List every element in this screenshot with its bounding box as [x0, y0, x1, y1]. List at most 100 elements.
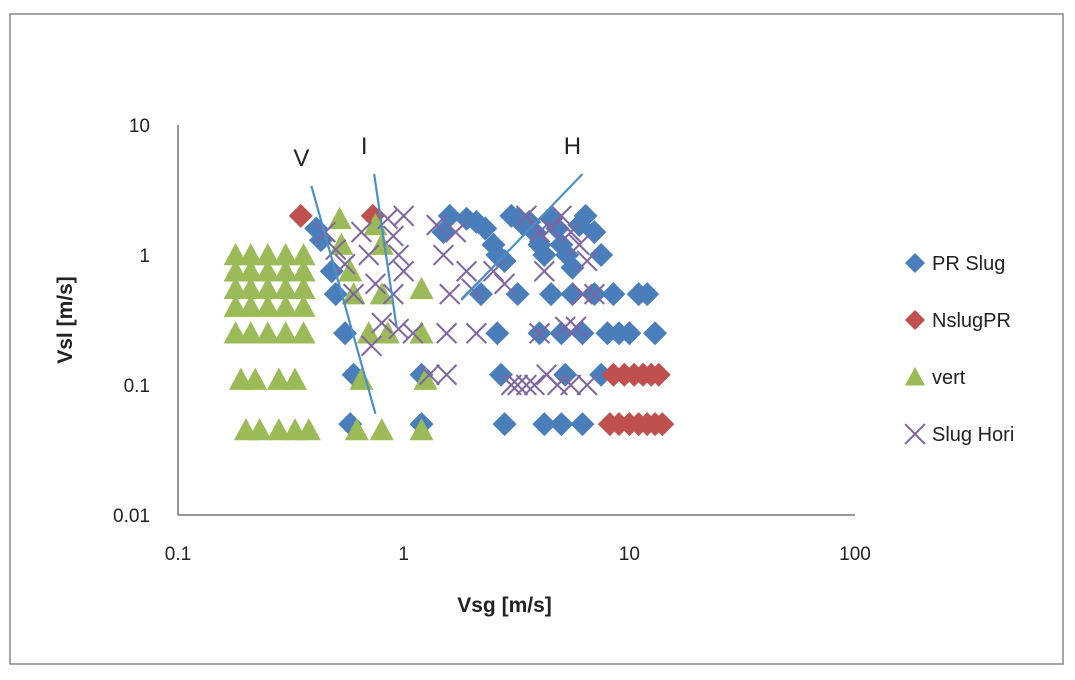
- data-points: [223, 203, 675, 441]
- data-point-slug-hori: [560, 374, 582, 396]
- series-vert: [223, 206, 438, 441]
- data-point-vert: [238, 259, 263, 282]
- data-point-vert: [409, 276, 434, 299]
- legend-marker-vert: [905, 367, 925, 386]
- legend-label: PR Slug: [932, 253, 1005, 275]
- y-tick-label: 10: [129, 116, 150, 137]
- series-pr-slug: [304, 203, 668, 437]
- data-point-slug-hori: [342, 283, 365, 305]
- data-point-pr-slug: [468, 282, 493, 307]
- data-point-slug-hori: [500, 374, 522, 396]
- data-point-slug-hori: [436, 322, 458, 344]
- data-point-vert: [223, 294, 248, 317]
- data-point-slug-hori: [576, 250, 598, 272]
- data-point-slug-hori: [388, 244, 410, 266]
- data-point-pr-slug: [570, 412, 595, 437]
- y-tick-labels: 0.01 0.1 1 10: [113, 116, 150, 527]
- data-point-vert: [291, 243, 316, 266]
- data-point-slug-hori: [334, 253, 356, 275]
- legend-label: NslugPR: [932, 310, 1011, 332]
- data-point-slug-hori: [382, 283, 404, 305]
- data-point-vert: [369, 418, 394, 441]
- data-point-vert: [266, 418, 291, 441]
- data-point-slug-hori: [493, 273, 516, 295]
- data-point-nslugpr: [646, 362, 671, 387]
- data-point-vert: [273, 321, 298, 344]
- x-tick-label: 10: [619, 544, 640, 565]
- data-point-vert: [291, 259, 316, 282]
- data-point-vert: [238, 243, 263, 266]
- data-point-slug-hori: [439, 283, 461, 305]
- data-point-pr-slug: [549, 232, 574, 257]
- data-point-pr-slug: [549, 412, 574, 437]
- data-point-slug-hori: [436, 364, 458, 386]
- data-point-slug-hori: [465, 322, 487, 344]
- data-point-vert: [291, 321, 316, 344]
- data-point-slug-hori: [528, 322, 551, 344]
- data-point-slug-hori: [540, 217, 562, 240]
- data-point-slug-hori: [426, 214, 448, 236]
- data-point-slug-hori: [515, 374, 538, 396]
- data-point-pr-slug: [589, 362, 614, 387]
- data-point-pr-slug: [589, 243, 614, 267]
- regime-line-label: I: [361, 133, 368, 160]
- y-tick-label: 1: [139, 246, 150, 267]
- data-point-pr-slug: [643, 321, 668, 346]
- data-point-slug-hori: [568, 234, 590, 256]
- data-point-vert: [238, 321, 263, 344]
- data-point-vert: [255, 294, 280, 317]
- regime-line-label: H: [564, 133, 581, 160]
- legend-item-vert: vert: [905, 367, 966, 389]
- data-point-slug-hori: [583, 283, 605, 305]
- data-point-vert: [296, 418, 321, 441]
- data-point-vert: [273, 276, 298, 299]
- data-point-vert: [266, 367, 291, 390]
- data-point-vert: [291, 276, 316, 299]
- data-point-slug-hori: [393, 260, 415, 282]
- data-point-slug-hori: [432, 244, 455, 266]
- data-point-slug-hori: [388, 318, 410, 340]
- data-point-vert: [375, 321, 400, 344]
- data-point-pr-slug: [617, 321, 642, 346]
- data-point-pr-slug: [481, 232, 506, 257]
- data-point-slug-hori: [560, 221, 582, 243]
- data-point-slug-hori: [382, 225, 404, 247]
- legend-label: vert: [932, 367, 966, 389]
- data-point-vert: [369, 232, 394, 255]
- data-point-nslugpr: [288, 203, 313, 228]
- x-tick-label: 0.1: [165, 544, 191, 565]
- data-point-pr-slug: [549, 321, 574, 346]
- data-point-slug-hori: [418, 364, 440, 386]
- data-point-pr-slug: [560, 282, 585, 307]
- data-point-slug-hori: [371, 312, 393, 334]
- legend-marker-slug-hori: [904, 423, 926, 445]
- data-point-vert: [344, 418, 369, 441]
- data-point-pr-slug: [635, 282, 660, 307]
- data-point-slug-hori: [554, 316, 576, 338]
- data-point-vert: [255, 276, 280, 299]
- data-point-slug-hori: [533, 260, 555, 282]
- data-point-pr-slug: [505, 282, 530, 307]
- regime-line-label: V: [293, 145, 309, 172]
- data-point-pr-slug: [489, 362, 514, 387]
- data-point-vert: [409, 321, 434, 344]
- data-point-slug-hori: [350, 221, 373, 243]
- data-point-pr-slug: [553, 362, 578, 387]
- data-point-slug-hori: [445, 221, 467, 243]
- x-tick-label: 100: [839, 544, 871, 565]
- data-point-pr-slug: [485, 321, 510, 346]
- data-point-vert: [273, 259, 298, 282]
- data-point-slug-hori: [360, 335, 383, 357]
- data-point-slug-hori: [325, 239, 347, 261]
- data-point-vert: [247, 418, 272, 441]
- data-point-slug-hori: [515, 205, 538, 227]
- data-point-pr-slug: [437, 203, 462, 228]
- data-point-vert: [255, 321, 280, 344]
- data-point-vert: [273, 243, 298, 266]
- data-point-vert: [238, 294, 263, 317]
- data-point-slug-hori: [507, 374, 529, 396]
- legend-marker-nslugpr: [905, 310, 925, 330]
- series-slug-hori: [314, 205, 605, 396]
